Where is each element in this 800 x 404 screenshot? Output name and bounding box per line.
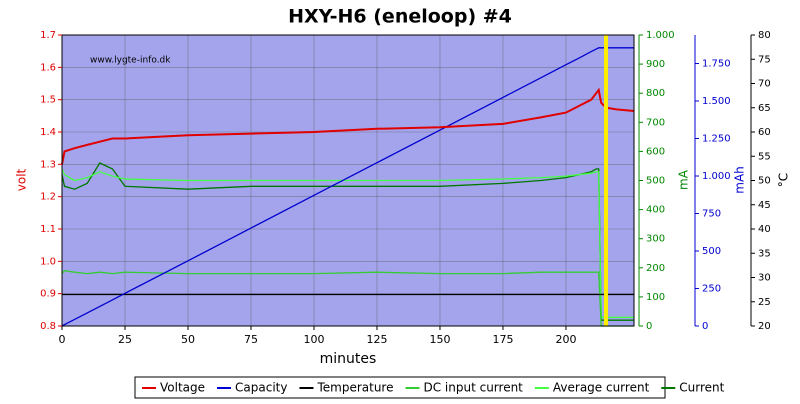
y-tick-label: 1.6: [40, 62, 56, 73]
y4-tick-label: 50: [758, 176, 771, 187]
series-line: [61, 168, 634, 318]
y3-tick-label: 1.000: [702, 171, 731, 182]
y4-tick-label: 40: [758, 224, 771, 235]
y2-tick-label: 0: [646, 321, 652, 332]
series-line: [61, 47, 634, 327]
y2-tick-label: 300: [646, 234, 665, 245]
x-tick-label: 200: [555, 333, 576, 346]
x-tick-label: 175: [492, 333, 513, 346]
y2-tick-label: 200: [646, 263, 665, 274]
y2-tick-label: 600: [646, 146, 665, 157]
legend-label: Capacity: [235, 381, 287, 395]
plot-frame: [61, 34, 635, 327]
legend-label: Average current: [553, 381, 650, 395]
y4-tick-label: 65: [758, 103, 771, 114]
x-tick-label: 125: [366, 333, 387, 346]
series-line: [61, 87, 635, 165]
y3-tick-label: 250: [702, 284, 721, 295]
y3-tick-label: 1.750: [702, 59, 731, 70]
x-tick-label: 25: [118, 333, 132, 346]
y3-axis-label: mAh: [733, 166, 747, 194]
y2-tick-label: 900: [646, 59, 665, 70]
series-line: [61, 270, 634, 327]
x-axis-label: minutes: [320, 351, 377, 367]
y4-tick-label: 30: [758, 273, 771, 284]
x-tick-label: 0: [59, 333, 66, 346]
y4-tick-label: 35: [758, 248, 771, 259]
legend-label: Voltage: [160, 381, 205, 395]
x-tick-label: 50: [181, 333, 195, 346]
y-tick-label: 1.5: [40, 95, 56, 106]
y2-tick-label: 100: [646, 292, 665, 303]
x-tick-label: 100: [303, 333, 324, 346]
y2-tick-label: 800: [646, 88, 665, 99]
y-tick-label: 1.2: [40, 192, 56, 203]
x-tick-label: 150: [429, 333, 450, 346]
y2-tick-label: 1.000: [646, 30, 675, 41]
y-tick-label: 1.3: [40, 159, 56, 170]
y-tick-label: 0.8: [40, 321, 56, 332]
y4-tick-label: 60: [758, 127, 771, 138]
legend-label: Temperature: [316, 381, 393, 395]
y4-tick-label: 70: [758, 79, 771, 90]
legend-label: Current: [679, 381, 724, 395]
legend-label: DC input current: [423, 381, 523, 395]
y2-tick-label: 400: [646, 205, 665, 216]
y3-tick-label: 1.500: [702, 96, 731, 107]
y3-tick-label: 0: [702, 321, 708, 332]
y4-tick-label: 55: [758, 151, 771, 162]
y4-axis-label: °C: [777, 173, 791, 187]
watermark: www.lygte-info.dk: [90, 56, 171, 66]
y-tick-label: 1.7: [40, 30, 56, 41]
y2-axis-label: mA: [677, 169, 691, 190]
x-tick-label: 75: [244, 333, 258, 346]
y3-tick-label: 750: [702, 209, 721, 220]
plot: [61, 34, 635, 327]
y4-tick-label: 75: [758, 54, 771, 65]
y3-tick-label: 500: [702, 246, 721, 257]
y2-tick-label: 500: [646, 176, 665, 187]
y4-tick-label: 20: [758, 321, 771, 332]
y-tick-label: 1.0: [40, 256, 56, 267]
y4-tick-label: 45: [758, 200, 771, 211]
y-tick-label: 1.1: [40, 224, 56, 235]
y-tick-label: 1.4: [40, 127, 56, 138]
y-axis-label: volt: [15, 168, 29, 191]
y4-tick-label: 25: [758, 297, 771, 308]
y4-tick-label: 80: [758, 30, 771, 41]
y3-tick-label: 1.250: [702, 134, 731, 145]
y-tick-label: 0.9: [40, 289, 56, 300]
y2-tick-label: 700: [646, 117, 665, 128]
chart-title: HXY-H6 (eneloop) #4: [288, 6, 512, 28]
